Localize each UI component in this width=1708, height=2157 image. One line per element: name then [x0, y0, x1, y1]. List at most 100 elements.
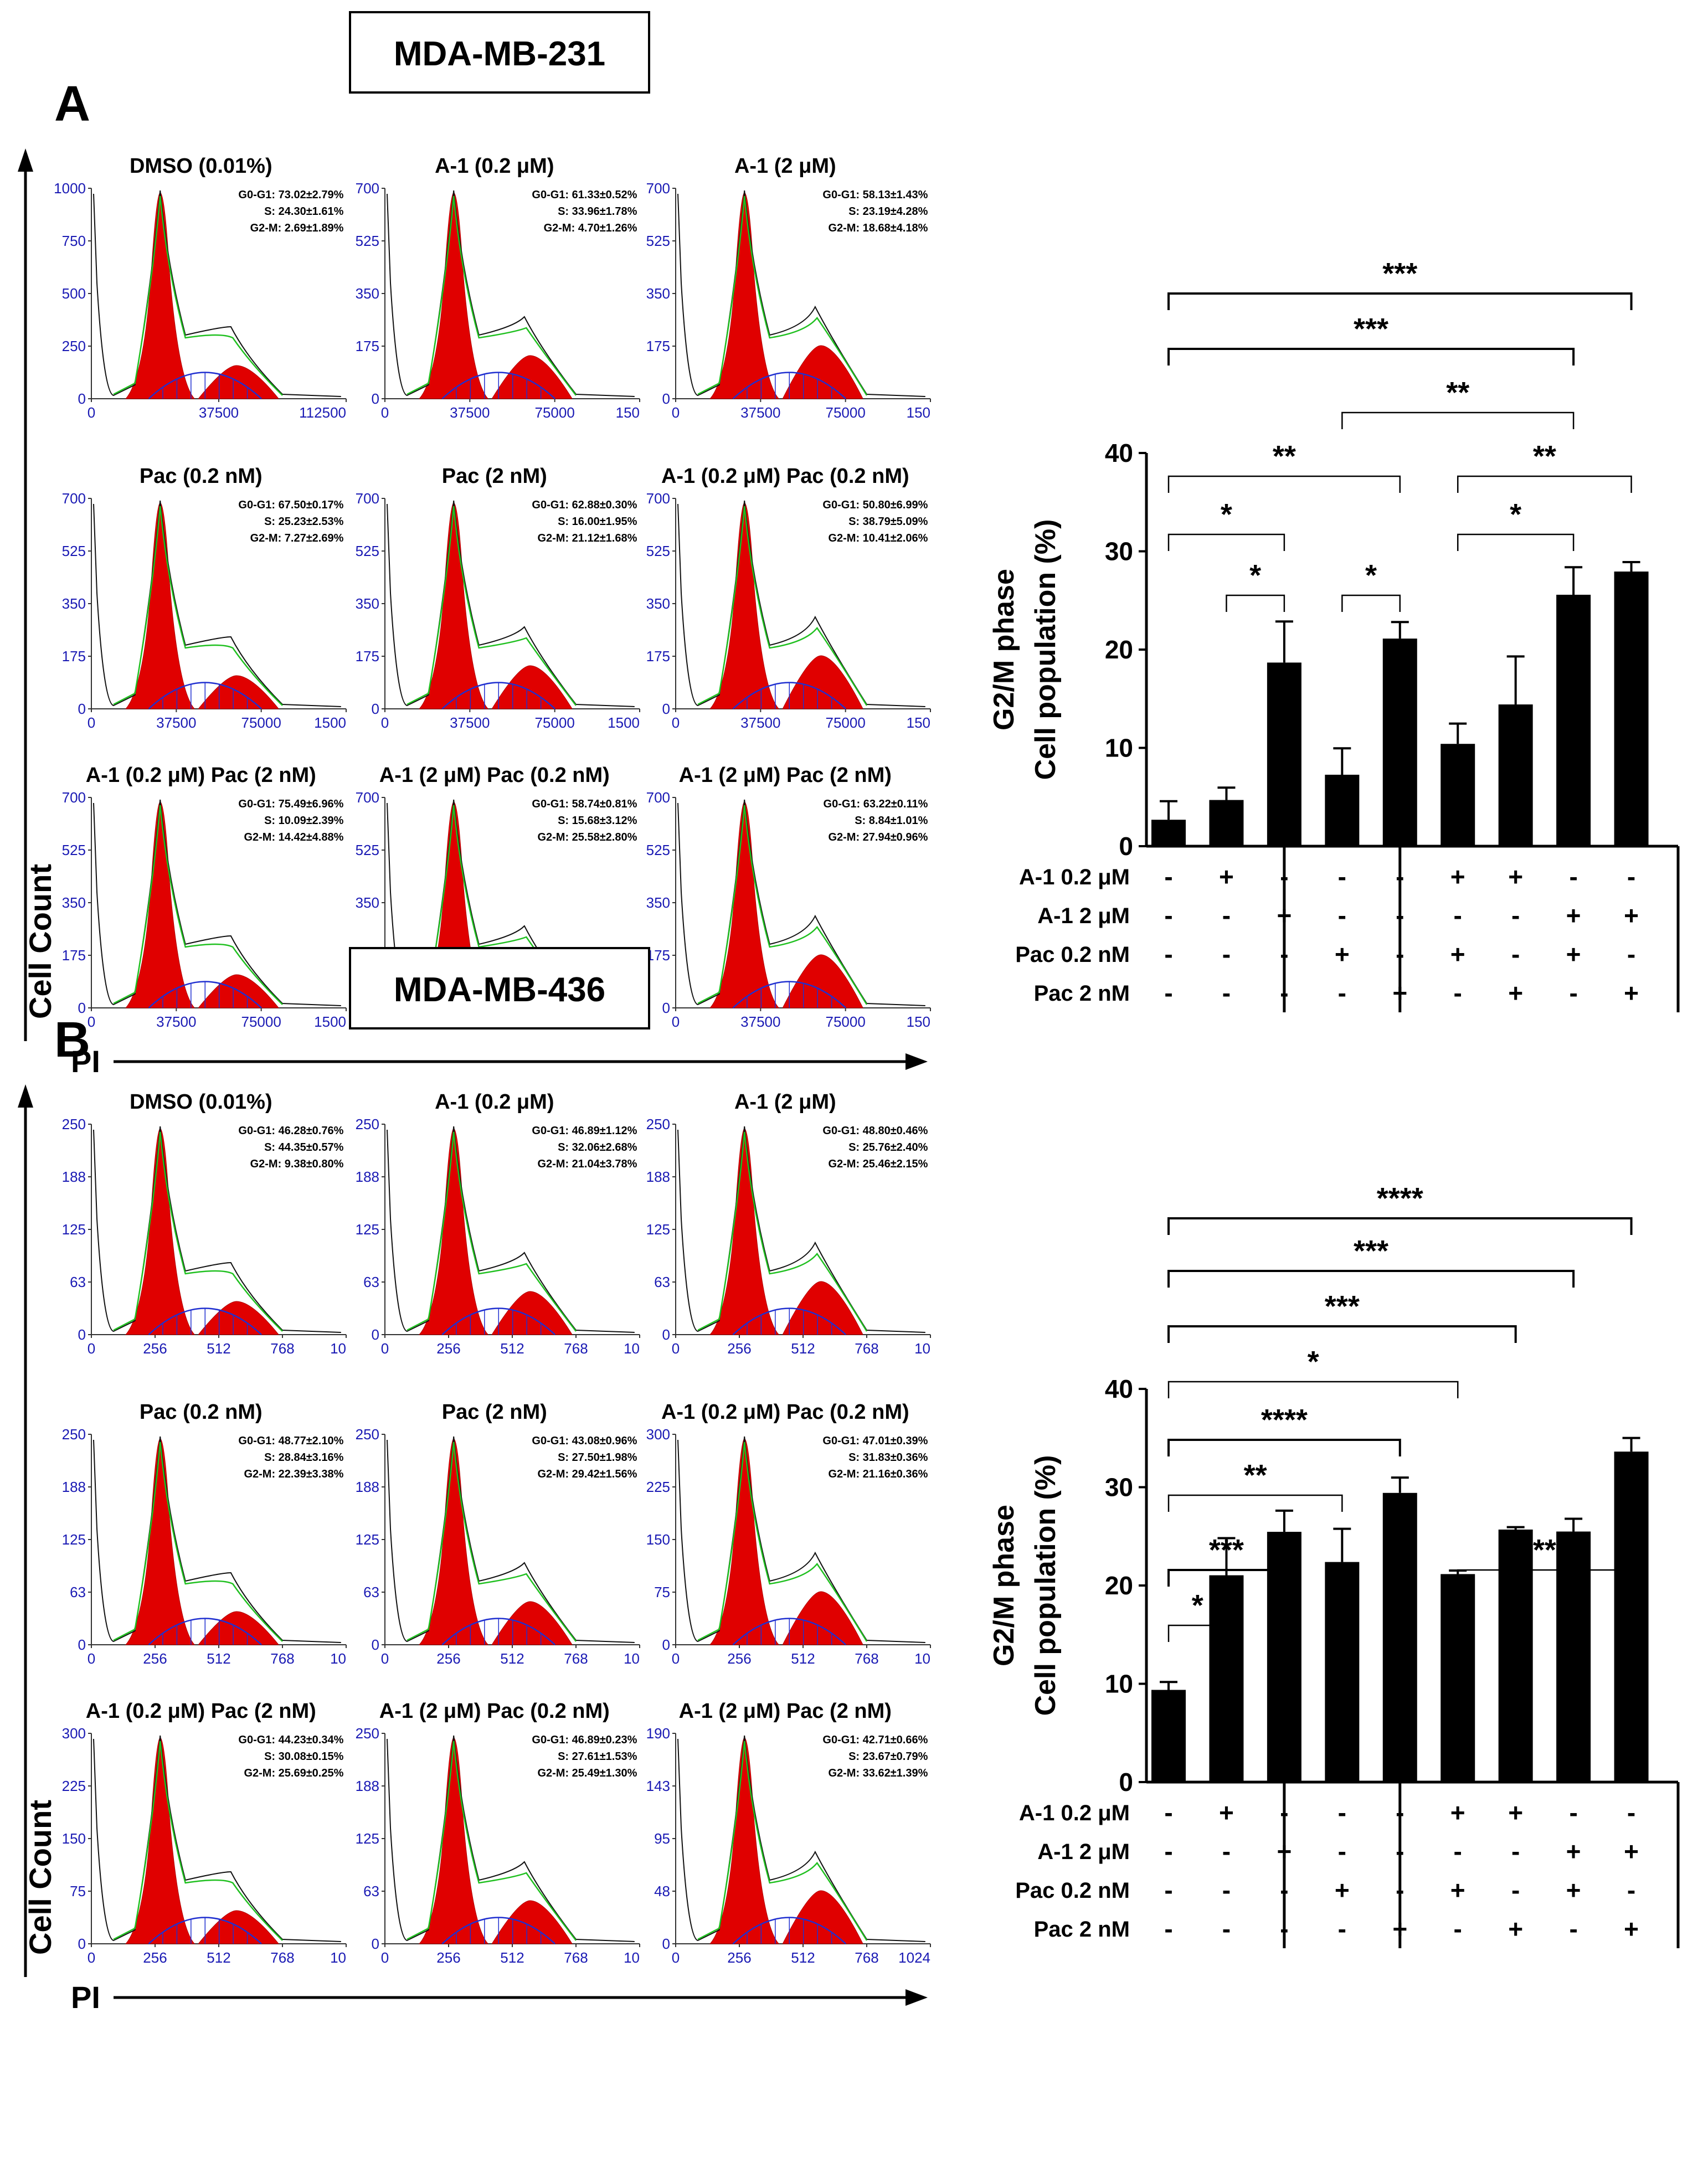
- bar-9: [1614, 1451, 1649, 1782]
- phase-stat: G0-G1: 46.89±0.23%: [532, 1734, 637, 1746]
- histogram-title: A-1 (2 μM): [734, 1090, 836, 1114]
- x-tick-label: 256: [727, 1949, 751, 1966]
- phase-stat: G0-G1: 46.89±1.12%: [532, 1125, 637, 1137]
- y-tick-label: 350: [356, 285, 379, 302]
- bar-y-label-line1: G2/M phase: [988, 569, 1020, 730]
- g1-peak: [709, 1737, 780, 1944]
- g1-peak: [709, 1128, 780, 1335]
- y-tick-label: 250: [646, 1116, 670, 1132]
- g2-peak: [491, 1900, 573, 1944]
- histogram-title: A-1 (2 μM) Pac (0.2 nM): [379, 764, 610, 787]
- condition-label: A-1 2 μM: [1037, 1840, 1130, 1864]
- x-tick-label: 256: [436, 1949, 460, 1966]
- condition-sign: -: [1338, 901, 1346, 930]
- x-tick-label: 0: [88, 714, 95, 731]
- condition-sign: +: [1508, 1798, 1523, 1827]
- bar-5: [1382, 639, 1417, 846]
- y-axis-label: Cell Count: [23, 1800, 58, 1955]
- histogram-title: A-1 (0.2 μM) Pac (2 nM): [86, 764, 316, 787]
- y-tick-label: 700: [646, 180, 670, 197]
- phase-stat: G2-M: 21.16±0.36%: [828, 1468, 928, 1480]
- y-tick-label: 0: [372, 1326, 379, 1343]
- raw-trace: [387, 1436, 635, 1643]
- phase-stat: G2-M: 7.27±2.69%: [250, 532, 344, 544]
- model-fit-trace: [697, 805, 868, 1005]
- g2-peak: [491, 1601, 573, 1645]
- x-tick-label: 512: [791, 1650, 815, 1667]
- histogram-1: DMSO (0.01%) 250 188 125 63 00 256 512 768 10 G0-G…: [62, 1090, 347, 1357]
- bar-2: [1209, 800, 1244, 846]
- x-tick-label: 768: [855, 1340, 878, 1357]
- significance-label: **: [1533, 1533, 1556, 1567]
- phase-stat: S: 32.06±2.68%: [558, 1141, 637, 1154]
- condition-sign: -: [1569, 1914, 1577, 1943]
- raw-trace: [93, 799, 341, 1006]
- arrow-head-icon: [18, 148, 33, 172]
- y-tick-label: 250: [62, 1116, 86, 1132]
- histogram-2: A-1 (0.2 μM) 250 188 125 63 00 256 512 768 10 G0-G…: [356, 1090, 640, 1357]
- histogram-4: Pac (0.2 nM) 700 525 350 175 00 37500 75000 1500…: [62, 465, 347, 731]
- y-tick-label: 225: [646, 1479, 670, 1495]
- model-fit-trace: [113, 1442, 283, 1642]
- significance-bracket: [1457, 475, 1632, 493]
- g1-peak: [125, 1128, 196, 1335]
- significance-label: ***: [1382, 257, 1417, 290]
- y-tick-label: 750: [62, 233, 86, 249]
- bar-8: [1556, 594, 1591, 846]
- y-tick-label: 175: [646, 338, 670, 354]
- y-tick-label: 188: [646, 1168, 670, 1185]
- bar-2: [1209, 1575, 1244, 1782]
- phase-stat: S: 44.35±0.57%: [264, 1141, 344, 1154]
- condition-sign: -: [1222, 901, 1231, 930]
- condition-sign: -: [1164, 979, 1172, 1007]
- phase-stat: G2-M: 21.12±1.68%: [537, 532, 637, 544]
- significance-label: **: [1273, 440, 1296, 473]
- phase-stat: S: 27.50±1.98%: [558, 1451, 637, 1464]
- bar-7: [1498, 1530, 1533, 1782]
- condition-sign: +: [1219, 1798, 1234, 1827]
- x-tick-label: 512: [207, 1650, 230, 1667]
- histogram-9: A-1 (2 μM) Pac (2 nM) 190 143 95 48 00 256 512 7…: [646, 1700, 931, 1966]
- bar-7: [1498, 704, 1533, 846]
- significance-bracket: [1457, 533, 1575, 551]
- phase-stat: S: 30.08±0.15%: [264, 1751, 344, 1763]
- y-tick-label: 525: [62, 842, 86, 858]
- histogram-7: A-1 (0.2 μM) Pac (2 nM)700 525 350 175 00 375…: [62, 764, 347, 1030]
- y-tick-label: 0: [78, 1000, 86, 1016]
- condition-label: A-1 2 μM: [1037, 904, 1130, 928]
- raw-trace: [387, 1735, 635, 1942]
- x-tick-label: 112500: [299, 404, 346, 421]
- phase-stat: G2-M: 25.46±2.15%: [828, 1158, 928, 1170]
- y-tick-label: 350: [356, 894, 379, 911]
- model-fit-trace: [697, 1741, 868, 1941]
- x-tick-label: 75000: [535, 404, 575, 421]
- phase-stat: S: 31.83±0.36%: [848, 1451, 928, 1464]
- raw-trace: [387, 1126, 635, 1333]
- condition-sign: -: [1338, 862, 1346, 891]
- y-tick-label: 1000: [54, 180, 86, 197]
- condition-sign: -: [1569, 862, 1577, 891]
- histogram-title: A-1 (2 μM) Pac (2 nM): [679, 1700, 892, 1723]
- condition-sign: -: [1222, 979, 1231, 1007]
- condition-sign: -: [1164, 940, 1172, 969]
- bar-y-tick-label: 0: [1119, 832, 1133, 861]
- condition-sign: -: [1511, 901, 1520, 930]
- x-tick-label: 1500: [314, 714, 346, 731]
- y-tick-label: 188: [62, 1168, 86, 1185]
- condition-sign: -: [1454, 1914, 1462, 1943]
- y-tick-label: 0: [662, 1935, 670, 1952]
- g1-peak: [418, 502, 489, 709]
- x-tick-label: 0: [672, 1013, 680, 1030]
- x-tick-label: 37500: [156, 1013, 196, 1030]
- phase-stat: G2-M: 22.39±3.38%: [244, 1468, 343, 1480]
- y-tick-label: 0: [662, 390, 670, 407]
- bar-y-tick-label: 0: [1119, 1768, 1133, 1796]
- raw-trace: [387, 500, 635, 707]
- histogram-title: A-1 (0.2 μM): [435, 155, 554, 178]
- condition-sign: +: [1219, 862, 1234, 891]
- x-tick-label: 768: [855, 1949, 878, 1966]
- y-tick-label: 700: [646, 490, 670, 507]
- condition-label: A-1 0.2 μM: [1019, 865, 1130, 889]
- bar-y-tick-label: 40: [1105, 1374, 1133, 1403]
- y-tick-label: 0: [662, 1326, 670, 1343]
